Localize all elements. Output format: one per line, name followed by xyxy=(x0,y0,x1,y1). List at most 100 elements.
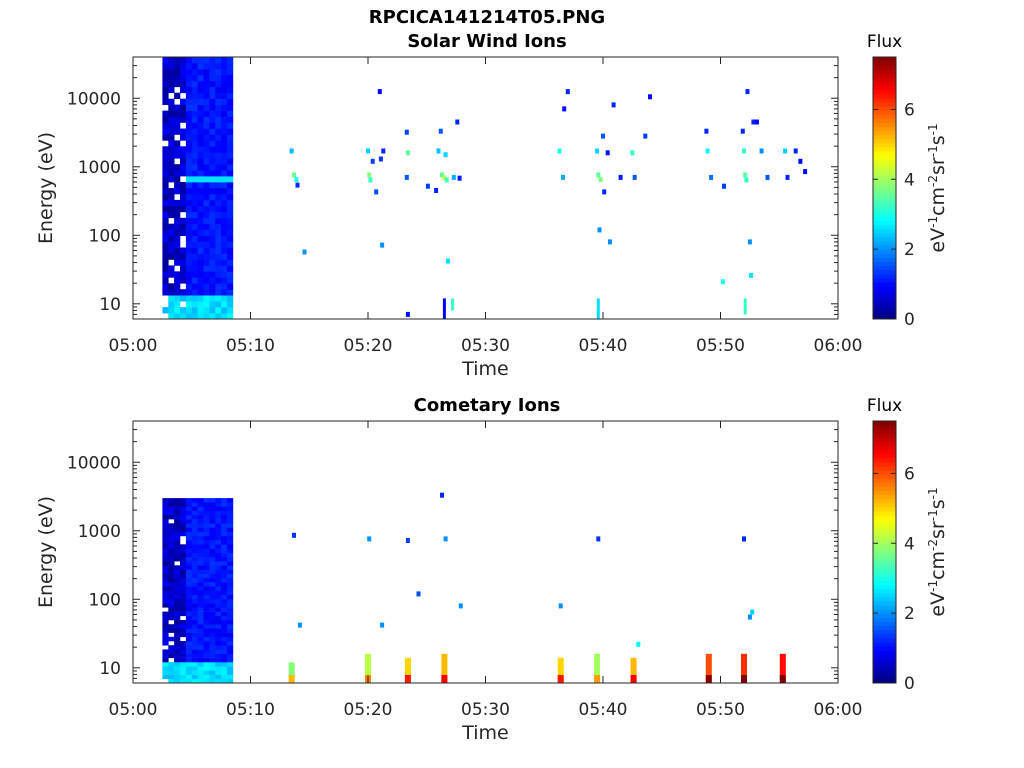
flux-patch xyxy=(561,174,565,180)
colorbar-cell xyxy=(873,441,896,446)
dense-cell xyxy=(162,152,169,159)
colorbar-cell xyxy=(873,183,896,189)
panel-1-plot xyxy=(132,56,839,320)
dense-cell xyxy=(185,307,193,314)
dense-cell xyxy=(209,205,216,213)
colorbar-cell xyxy=(873,200,896,205)
dense-cell xyxy=(215,527,222,532)
flux-spike-peak xyxy=(741,675,747,683)
dense-cell xyxy=(209,514,216,520)
dense-cell xyxy=(215,552,222,558)
dense-cell xyxy=(227,674,234,680)
dense-cell xyxy=(191,68,198,76)
dense-cell xyxy=(197,674,204,680)
dense-cell xyxy=(180,611,187,617)
dense-cell xyxy=(215,265,222,272)
dense-cell xyxy=(185,649,193,654)
dense-cell xyxy=(162,603,169,608)
dense-cell xyxy=(180,259,187,266)
dense-cell xyxy=(174,152,181,159)
colorbar-cell xyxy=(873,175,896,181)
dense-cell xyxy=(197,561,204,566)
dense-cell xyxy=(203,146,210,153)
dense-cell xyxy=(203,645,210,650)
dense-cell xyxy=(162,211,169,219)
dense-cell xyxy=(227,68,234,76)
dense-cell xyxy=(168,674,175,680)
dense-cell xyxy=(191,523,198,528)
colorbar-cell xyxy=(873,433,896,438)
dense-cell xyxy=(174,556,181,562)
y-tick-label: 10000 xyxy=(67,453,121,473)
dense-cell xyxy=(227,271,234,278)
dense-cell xyxy=(191,57,198,64)
dense-cell xyxy=(174,527,181,532)
dense-cell xyxy=(168,573,175,579)
dense-cell xyxy=(162,122,169,129)
dense-cell xyxy=(174,645,181,650)
dense-cell xyxy=(174,678,181,684)
dense-cell xyxy=(203,662,210,667)
dense-cell xyxy=(168,590,175,595)
dense-cell xyxy=(221,556,228,562)
colorbar-cell xyxy=(873,429,896,434)
dense-cell xyxy=(221,104,228,111)
y-tick-label: 10000 xyxy=(67,89,121,109)
colorbar-cell xyxy=(873,138,896,144)
dense-cell xyxy=(191,498,198,503)
dense-cell xyxy=(227,573,234,579)
dense-cell xyxy=(221,289,228,296)
dense-cell xyxy=(203,128,210,135)
dense-cell xyxy=(191,74,198,82)
dense-cell xyxy=(197,134,204,141)
dense-cell xyxy=(185,80,193,88)
dense-cell xyxy=(191,649,198,654)
dense-cell xyxy=(221,674,228,680)
dense-cell xyxy=(191,313,198,320)
dense-cell xyxy=(185,134,193,141)
dense-cell xyxy=(227,164,234,171)
dense-cell xyxy=(197,582,204,587)
dense-cell xyxy=(174,313,181,320)
dense-cell xyxy=(221,544,228,549)
dense-cell xyxy=(162,164,169,171)
dense-cell xyxy=(197,194,204,201)
dense-cell xyxy=(180,573,187,579)
dense-cell xyxy=(180,582,187,587)
dense-cell xyxy=(215,259,222,266)
dense-cell xyxy=(221,506,228,511)
dense-cell xyxy=(185,253,193,260)
dense-cell xyxy=(221,527,228,532)
x-tick-label: 05:00 xyxy=(109,336,158,356)
dense-cell xyxy=(185,241,193,248)
dense-cell xyxy=(162,170,169,177)
dense-cell xyxy=(191,92,198,99)
dense-cell xyxy=(203,514,210,520)
dense-cell xyxy=(221,653,228,659)
dense-cell xyxy=(162,674,169,680)
flux-spike xyxy=(743,298,747,315)
dense-cell xyxy=(209,502,216,507)
flux-spike-peak xyxy=(557,675,564,683)
dense-cell xyxy=(180,74,187,82)
colorbar xyxy=(872,420,897,684)
dense-cell xyxy=(203,283,210,290)
dense-cell xyxy=(191,116,198,123)
dense-cell xyxy=(227,586,234,591)
dense-cell xyxy=(227,670,234,675)
dense-cell xyxy=(215,569,222,574)
dense-cell xyxy=(215,116,222,123)
flux-patch xyxy=(443,152,448,158)
dense-cell xyxy=(203,211,210,219)
dense-cell xyxy=(162,188,169,195)
dense-cell xyxy=(215,678,222,684)
dense-cell xyxy=(215,223,222,230)
flux-patch xyxy=(367,172,372,178)
dense-cell xyxy=(209,223,216,230)
dense-cell xyxy=(191,158,198,165)
dense-cell xyxy=(174,657,181,663)
colorbar-cell xyxy=(873,89,896,95)
dense-cell xyxy=(215,674,222,680)
dense-cell xyxy=(197,277,204,284)
dense-cell xyxy=(197,611,204,617)
